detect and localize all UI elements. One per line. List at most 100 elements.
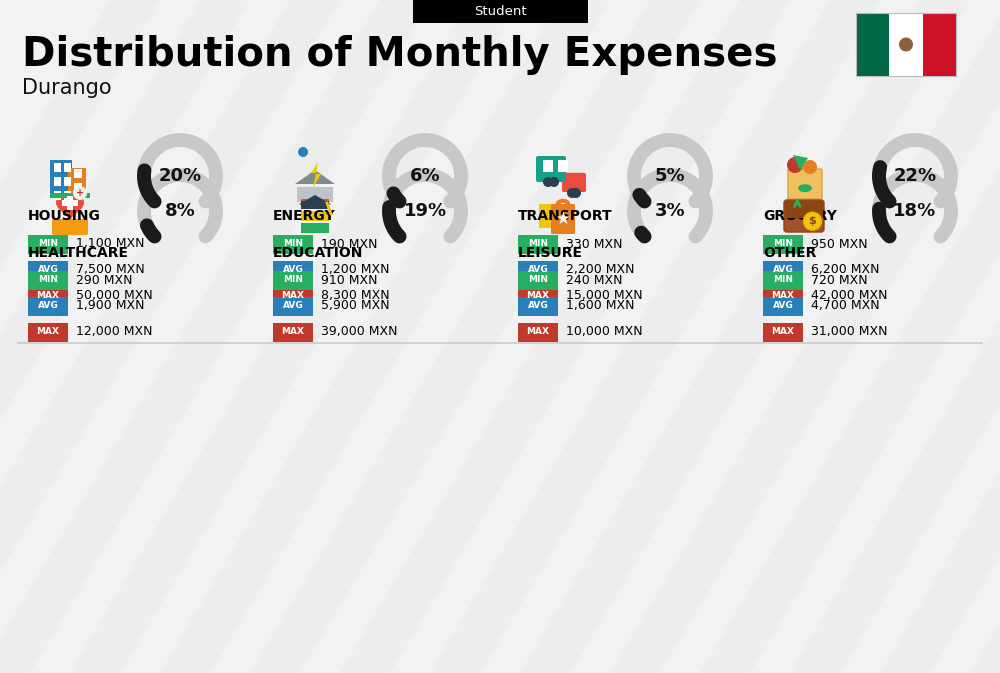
Text: Student: Student	[474, 5, 527, 18]
Polygon shape	[0, 0, 160, 673]
Text: 10,000 MXN: 10,000 MXN	[566, 326, 643, 339]
Text: AVG: AVG	[773, 266, 793, 275]
Polygon shape	[160, 0, 610, 673]
Polygon shape	[0, 0, 250, 673]
FancyBboxPatch shape	[562, 173, 586, 192]
Polygon shape	[56, 196, 84, 221]
Polygon shape	[610, 0, 1000, 673]
Text: 2,200 MXN: 2,200 MXN	[566, 264, 635, 277]
FancyBboxPatch shape	[67, 196, 73, 210]
FancyBboxPatch shape	[28, 287, 68, 306]
Text: 19%: 19%	[403, 202, 447, 220]
Text: AVG: AVG	[528, 266, 548, 275]
Text: 8,300 MXN: 8,300 MXN	[321, 289, 390, 302]
Polygon shape	[970, 0, 1000, 673]
FancyBboxPatch shape	[50, 160, 72, 194]
Circle shape	[571, 188, 581, 198]
Polygon shape	[311, 162, 321, 188]
Polygon shape	[250, 0, 700, 673]
FancyBboxPatch shape	[518, 260, 558, 279]
Text: MIN: MIN	[528, 240, 548, 248]
FancyBboxPatch shape	[551, 204, 575, 234]
Text: OTHER: OTHER	[763, 246, 816, 260]
Text: Durango: Durango	[22, 78, 112, 98]
FancyBboxPatch shape	[297, 186, 333, 202]
FancyBboxPatch shape	[536, 156, 566, 182]
Text: MIN: MIN	[773, 240, 793, 248]
Text: 290 MXN: 290 MXN	[76, 273, 132, 287]
Text: 50,000 MXN: 50,000 MXN	[76, 289, 153, 302]
Circle shape	[567, 188, 577, 198]
Polygon shape	[0, 0, 340, 673]
Circle shape	[899, 38, 913, 52]
FancyBboxPatch shape	[28, 260, 68, 279]
FancyBboxPatch shape	[301, 211, 329, 221]
FancyBboxPatch shape	[74, 183, 82, 192]
FancyBboxPatch shape	[763, 260, 803, 279]
FancyBboxPatch shape	[413, 0, 588, 23]
Text: AVG: AVG	[38, 302, 58, 310]
Text: 1,200 MXN: 1,200 MXN	[321, 264, 390, 277]
Text: ★: ★	[556, 210, 570, 228]
FancyBboxPatch shape	[64, 177, 71, 186]
Text: +: +	[76, 188, 84, 198]
Text: 5,900 MXN: 5,900 MXN	[321, 299, 390, 312]
Circle shape	[787, 157, 803, 173]
Circle shape	[804, 212, 822, 230]
FancyBboxPatch shape	[518, 322, 558, 341]
Text: 1,900 MXN: 1,900 MXN	[76, 299, 144, 312]
FancyBboxPatch shape	[763, 271, 803, 289]
FancyBboxPatch shape	[273, 271, 313, 289]
Circle shape	[73, 186, 87, 200]
Text: MIN: MIN	[283, 275, 303, 285]
FancyBboxPatch shape	[785, 201, 823, 218]
Text: 950 MXN: 950 MXN	[811, 238, 868, 250]
FancyBboxPatch shape	[273, 260, 313, 279]
FancyBboxPatch shape	[518, 297, 558, 316]
Text: 5%: 5%	[655, 167, 685, 185]
Text: MAX: MAX	[526, 291, 550, 301]
FancyBboxPatch shape	[763, 297, 803, 316]
Text: TRANSPORT: TRANSPORT	[518, 209, 613, 223]
Text: MAX: MAX	[526, 328, 550, 336]
Polygon shape	[70, 0, 520, 673]
Text: 1,600 MXN: 1,600 MXN	[566, 299, 635, 312]
Polygon shape	[0, 0, 430, 673]
FancyBboxPatch shape	[923, 13, 956, 76]
Text: 190 MXN: 190 MXN	[321, 238, 378, 250]
FancyBboxPatch shape	[788, 169, 822, 199]
Circle shape	[549, 177, 559, 187]
Text: MAX: MAX	[36, 328, 60, 336]
Text: Distribution of Monthly Expenses: Distribution of Monthly Expenses	[22, 35, 778, 75]
Text: MAX: MAX	[282, 291, 304, 301]
FancyBboxPatch shape	[50, 193, 90, 198]
FancyBboxPatch shape	[54, 163, 61, 172]
FancyBboxPatch shape	[518, 234, 558, 254]
Circle shape	[543, 177, 553, 187]
Text: 910 MXN: 910 MXN	[321, 273, 378, 287]
FancyBboxPatch shape	[558, 160, 568, 172]
FancyBboxPatch shape	[64, 191, 71, 200]
Polygon shape	[700, 0, 1000, 673]
Text: 7,500 MXN: 7,500 MXN	[76, 264, 145, 277]
Polygon shape	[790, 0, 1000, 673]
FancyBboxPatch shape	[54, 191, 61, 200]
FancyBboxPatch shape	[28, 297, 68, 316]
Text: AVG: AVG	[283, 302, 303, 310]
Text: 12,000 MXN: 12,000 MXN	[76, 326, 152, 339]
Ellipse shape	[798, 184, 812, 192]
FancyBboxPatch shape	[273, 234, 313, 254]
Text: 31,000 MXN: 31,000 MXN	[811, 326, 888, 339]
Text: MIN: MIN	[283, 240, 303, 248]
Text: HEALTHCARE: HEALTHCARE	[28, 246, 129, 260]
Text: 22%: 22%	[893, 167, 937, 185]
FancyBboxPatch shape	[28, 271, 68, 289]
FancyBboxPatch shape	[518, 287, 558, 306]
FancyBboxPatch shape	[273, 297, 313, 316]
FancyBboxPatch shape	[62, 200, 78, 206]
FancyBboxPatch shape	[763, 287, 803, 306]
FancyBboxPatch shape	[763, 322, 803, 341]
FancyBboxPatch shape	[64, 163, 71, 172]
Text: HOUSING: HOUSING	[28, 209, 101, 223]
Text: 720 MXN: 720 MXN	[811, 273, 868, 287]
